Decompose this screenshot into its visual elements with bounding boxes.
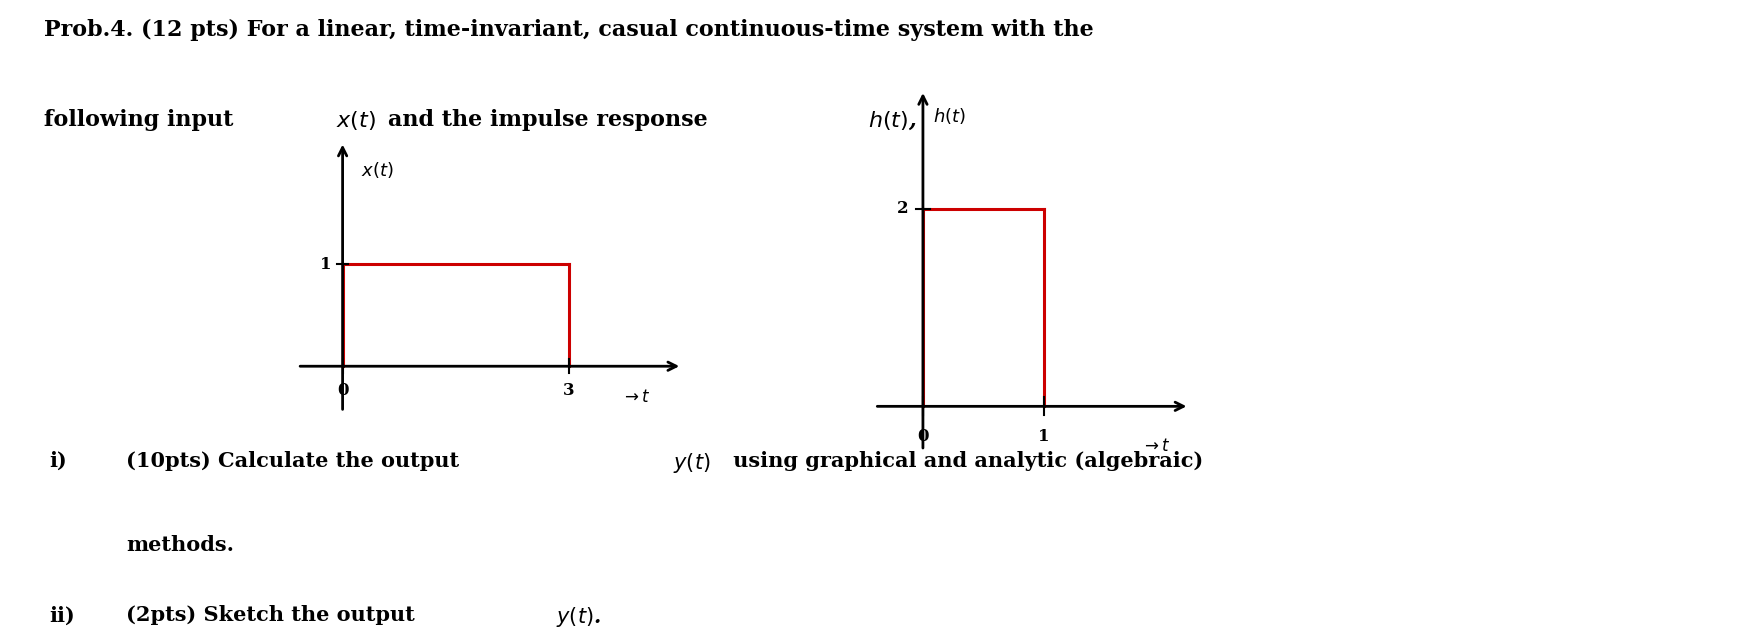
- Text: $y(t)$.: $y(t)$.: [556, 605, 601, 629]
- Text: using graphical and analytic (algebraic): using graphical and analytic (algebraic): [725, 451, 1203, 471]
- Text: 0: 0: [916, 428, 928, 445]
- Text: i): i): [49, 451, 66, 471]
- Text: (10pts) Calculate the output: (10pts) Calculate the output: [126, 451, 467, 471]
- Text: $h(t)$: $h(t)$: [932, 106, 965, 126]
- Text: (2pts) Sketch the output: (2pts) Sketch the output: [126, 605, 421, 625]
- Text: 1: 1: [1038, 428, 1049, 445]
- Text: 2: 2: [897, 200, 907, 217]
- Text: $x(t)$: $x(t)$: [336, 109, 376, 133]
- Text: $\rightarrow t$: $\rightarrow t$: [621, 389, 650, 406]
- Text: 1: 1: [320, 256, 330, 272]
- Text: 3: 3: [563, 381, 575, 399]
- Text: ii): ii): [49, 605, 75, 625]
- Text: methods.: methods.: [126, 535, 234, 554]
- Text: following input: following input: [44, 109, 241, 131]
- Text: $h(t)$,: $h(t)$,: [867, 109, 916, 132]
- Text: $\rightarrow t$: $\rightarrow t$: [1141, 438, 1169, 455]
- Text: $y(t)$: $y(t)$: [673, 451, 710, 475]
- Text: and the impulse response: and the impulse response: [388, 109, 715, 131]
- Text: 0: 0: [337, 381, 348, 399]
- Text: $x(t)$: $x(t)$: [362, 160, 393, 180]
- Text: Prob.4. (12 pts) For a linear, time-invariant, casual continuous-time system wit: Prob.4. (12 pts) For a linear, time-inva…: [44, 19, 1092, 41]
